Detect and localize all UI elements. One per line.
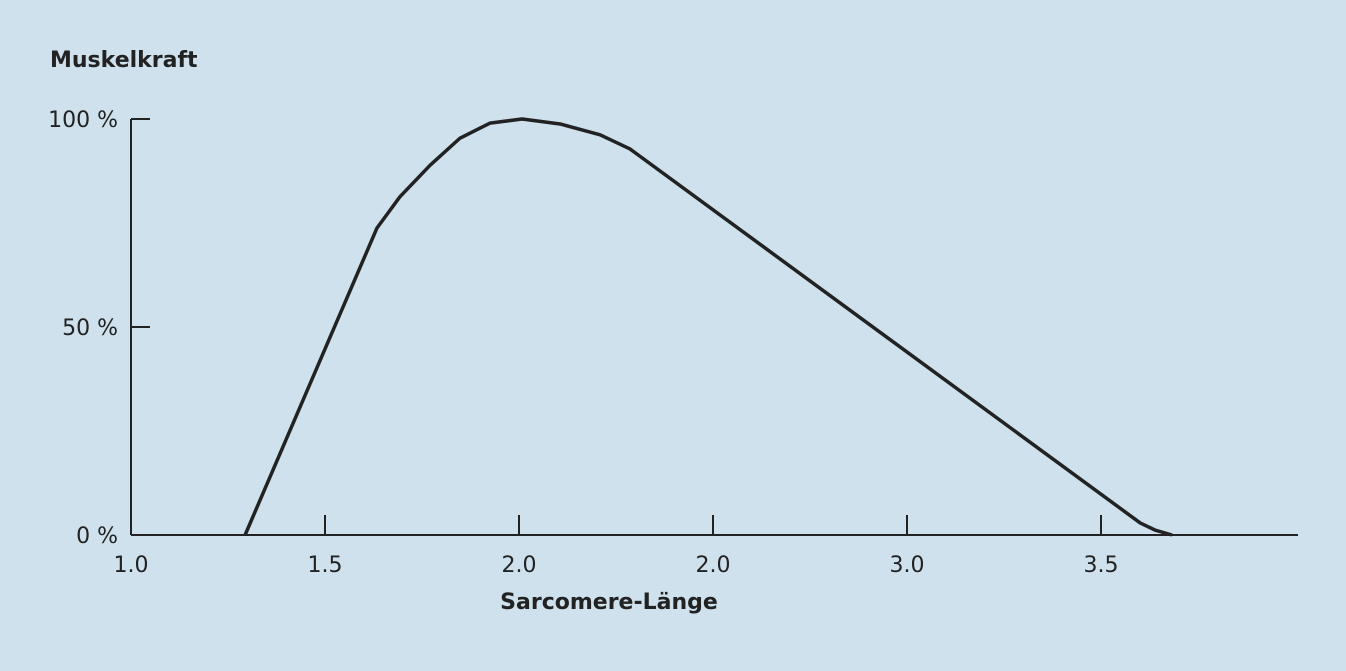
y-tick-label: 50 %	[62, 316, 118, 341]
x-tick-label: 1.5	[308, 553, 343, 578]
y-axis-label: Muskelkraft	[50, 48, 198, 73]
y-tick-label: 0 %	[76, 524, 118, 549]
curve	[243, 117, 1173, 537]
y-tick-label: 100 %	[48, 108, 118, 133]
x-tick-label: 2.0	[696, 553, 731, 578]
x-tick-label: 3.0	[890, 553, 925, 578]
x-tick-label: 1.0	[114, 553, 149, 578]
x-tick-label: 2.0	[502, 553, 537, 578]
x-axis-label: Sarcomere-Länge	[500, 590, 718, 615]
x-tick-label: 3.5	[1084, 553, 1119, 578]
